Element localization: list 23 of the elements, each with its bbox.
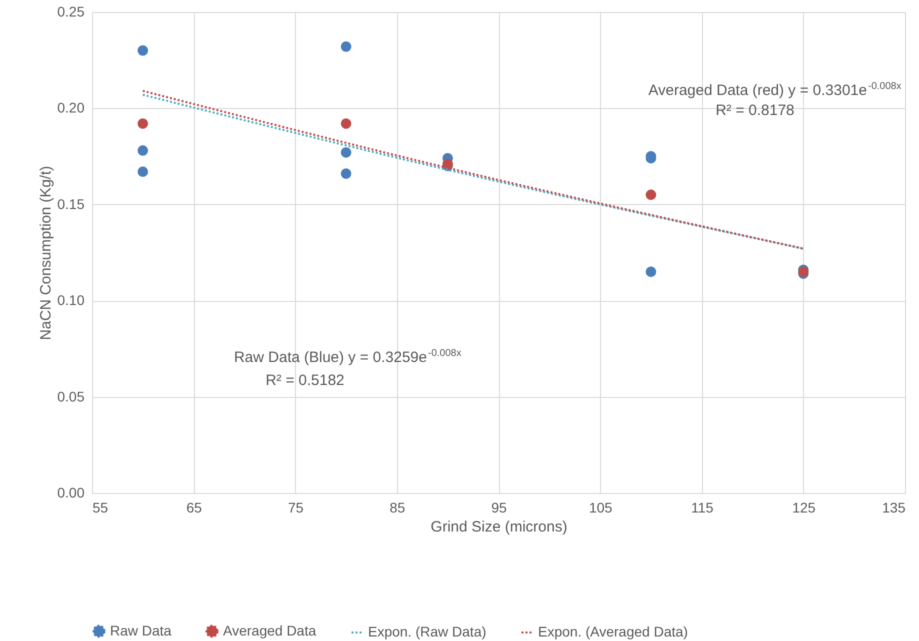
- x-axis-title: Grind Size (microns): [430, 518, 568, 536]
- annotation: R² = 0.8178: [716, 102, 794, 119]
- x-tick-label: 135: [882, 500, 906, 516]
- y-tick-label: 0.25: [57, 4, 85, 20]
- y-axis-title: NaCN Consumption (Kg/t): [37, 166, 54, 340]
- y-tick-label: 0.10: [57, 292, 85, 308]
- x-tick-label: 55: [92, 500, 108, 516]
- legend-label: Expon. (Raw Data): [368, 624, 486, 640]
- legend-label: Expon. (Averaged Data): [538, 624, 688, 640]
- legend-label: Averaged Data: [223, 622, 316, 638]
- x-tick-label: 85: [390, 500, 406, 516]
- y-tick-label: 0.15: [57, 196, 85, 212]
- x-tick-label: 95: [491, 500, 507, 516]
- legend-label: Raw Data: [110, 622, 172, 638]
- x-tick-label: 105: [588, 500, 613, 516]
- x-tick-label: 75: [288, 500, 304, 516]
- y-tick-label: 0.00: [57, 484, 85, 500]
- x-tick-label: 125: [792, 500, 816, 516]
- annotation: R² = 0.5182: [266, 372, 344, 389]
- y-tick-label: 0.05: [57, 388, 85, 404]
- x-tick-label: 65: [186, 500, 202, 516]
- x-tick-label: 115: [691, 500, 714, 516]
- y-tick-label: 0.20: [57, 100, 85, 116]
